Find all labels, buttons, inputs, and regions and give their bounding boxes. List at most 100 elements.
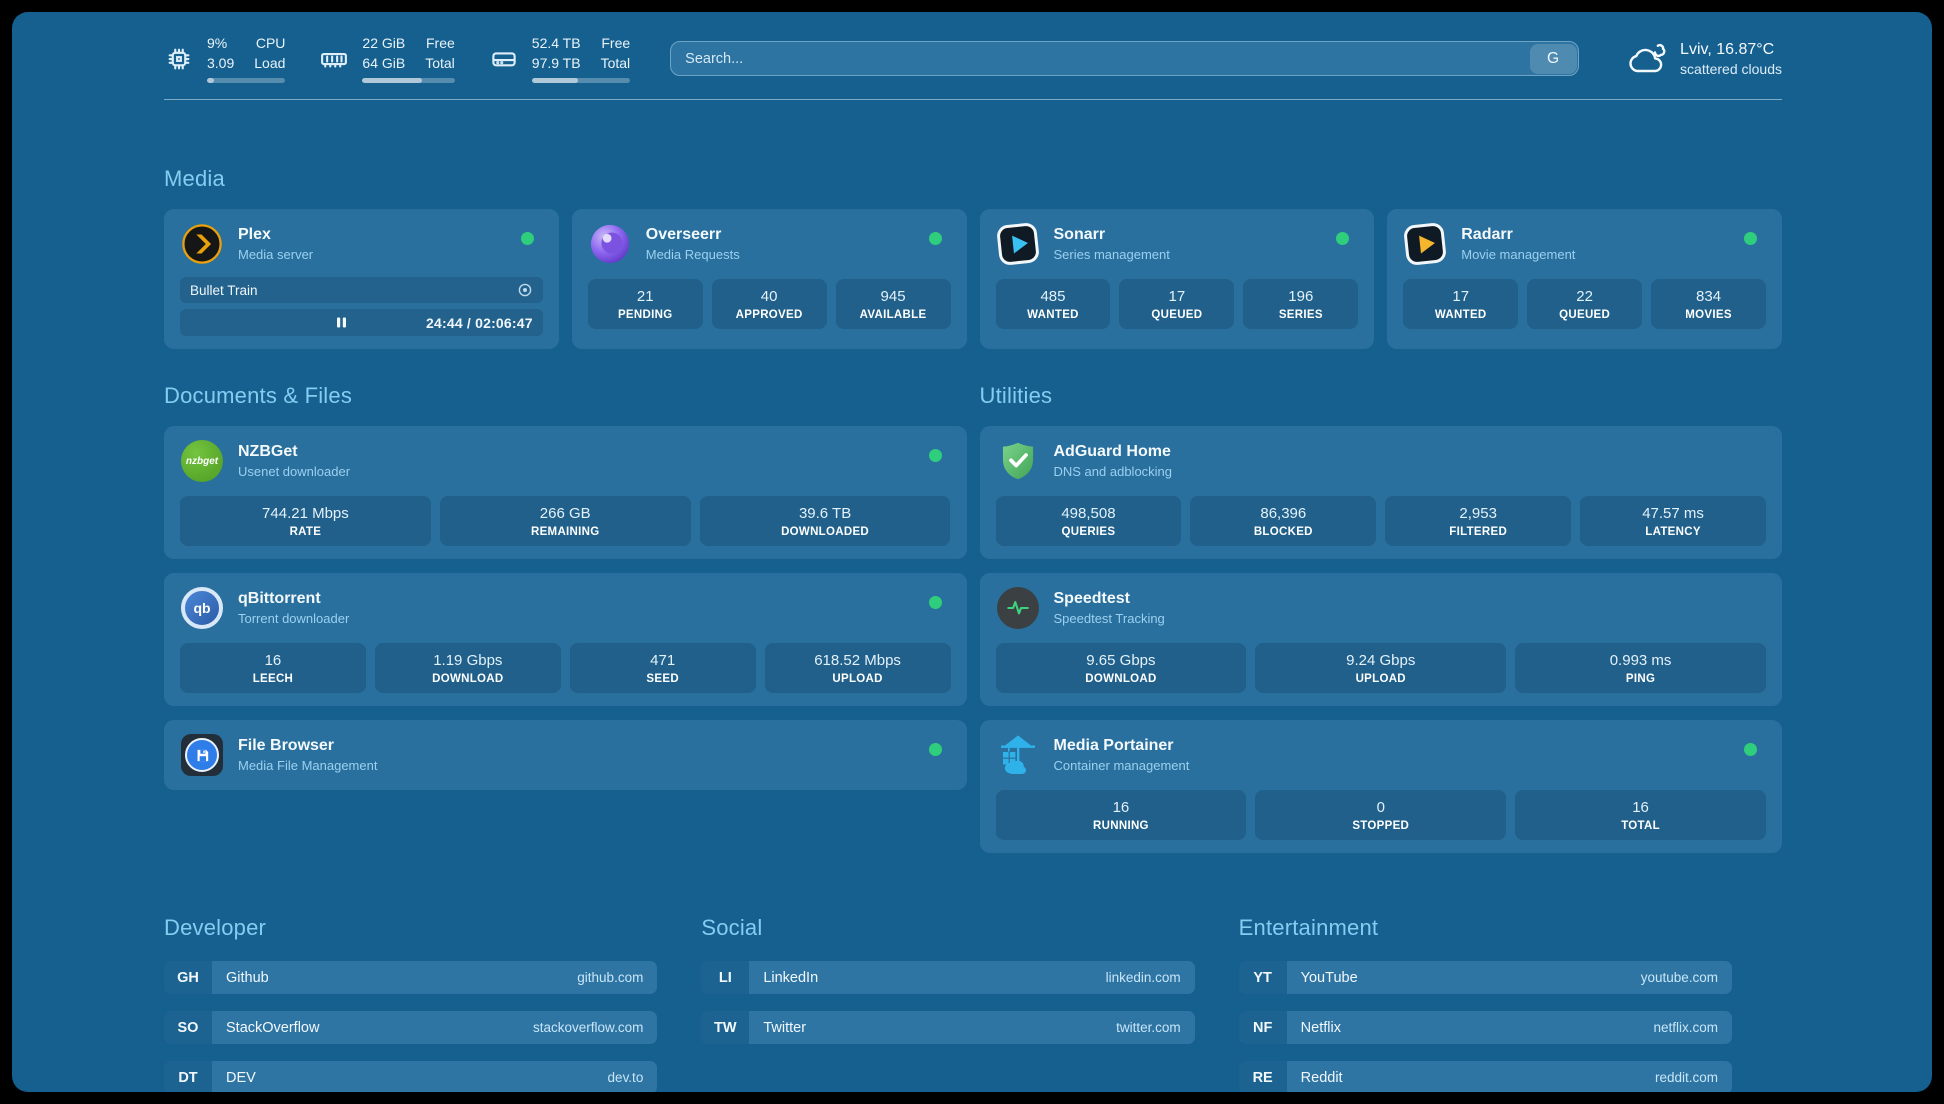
- status-online-dot: [520, 232, 534, 246]
- cpu-load-value: 3.09: [207, 54, 235, 71]
- bookmark-linkedin[interactable]: LI LinkedIn linkedin.com: [701, 961, 1195, 995]
- status-online-dot: [1744, 743, 1757, 757]
- section-title-social: Social: [701, 915, 763, 941]
- bookmark-abbr: YT: [1238, 961, 1287, 995]
- disk-icon: [492, 51, 516, 66]
- bookmark-stackoverflow[interactable]: SO StackOverflow stackoverflow.com: [164, 1011, 658, 1045]
- cpu-progress-track: [207, 78, 286, 84]
- bookmark-abbr: NF: [1238, 1011, 1287, 1045]
- stat-total: 16 TOTAL: [1515, 790, 1766, 841]
- app-description: Speedtest Tracking: [1053, 611, 1165, 627]
- bookmark-abbr: DT: [164, 1061, 212, 1092]
- bookmark-dev[interactable]: DT DEV dev.to: [164, 1061, 658, 1092]
- stat-download: 9.65 Gbps DOWNLOAD: [995, 643, 1247, 694]
- bookmark-group-social: Social LI LinkedIn linkedin.com TW Twitte…: [701, 915, 1195, 1092]
- nzbget-icon: nzbget: [180, 439, 224, 483]
- app-name: qBittorrent: [238, 590, 321, 608]
- status-online-dot: [928, 449, 942, 463]
- stat-rate: 744.21 Mbps RATE: [180, 496, 431, 547]
- card-qbittorrent[interactable]: qb qBittorrent Torrent downloader 16 LEEC…: [164, 573, 967, 707]
- card-filebrowser[interactable]: File Browser Media File Management: [164, 720, 967, 791]
- app-description: Media Requests: [645, 247, 740, 263]
- app-description: Media server: [238, 247, 314, 263]
- section-utilities: Utilities: [979, 383, 1782, 854]
- dashboard-panel: 9% 3.09 CPU Load: [12, 12, 1932, 1092]
- stat-download: 1.19 Gbps DOWNLOAD: [374, 643, 561, 694]
- cpu-usage-label: CPU: [255, 35, 286, 51]
- app-name: Sonarr: [1053, 226, 1106, 244]
- weather-widget: Lviv, 16.87°C scattered clouds: [1625, 41, 1782, 77]
- card-adguard[interactable]: AdGuard Home DNS and adblocking 498,508 Q…: [979, 426, 1782, 560]
- bookmark-domain: linkedin.com: [1105, 970, 1181, 986]
- bookmark-domain: netflix.com: [1653, 1020, 1718, 1036]
- app-description: Media File Management: [238, 758, 378, 774]
- cloud-icon: [1629, 43, 1666, 72]
- card-nzbget[interactable]: nzbget NZBGet Usenet downloader 744.21 M…: [164, 426, 967, 560]
- bookmark-domain: stackoverflow.com: [533, 1020, 644, 1036]
- search-input[interactable]: [670, 41, 1580, 77]
- card-sonarr[interactable]: Sonarr Series management 485 WANTED 17 QUE…: [979, 209, 1375, 350]
- disk-progress-fill: [531, 78, 579, 84]
- stat-wanted: 17 WANTED: [1403, 279, 1519, 330]
- ram-progress-fill: [362, 78, 423, 84]
- cpu-icon: [168, 48, 190, 70]
- bookmark-domain: reddit.com: [1654, 1070, 1718, 1086]
- app-name: Media Portainer: [1053, 737, 1174, 755]
- disk-free-value: 52.4 TB: [531, 35, 581, 51]
- ram-free-value: 22 GiB: [362, 35, 406, 51]
- sonarr-icon: [995, 222, 1040, 267]
- stat-pending: 21 PENDING: [587, 279, 703, 330]
- card-radarr[interactable]: Radarr Movie management 17 WANTED 22 QUEUE…: [1387, 209, 1782, 350]
- app-name: Overseerr: [645, 226, 722, 244]
- speedtest-icon: [996, 586, 1040, 630]
- section-media: Media Plex Media server: [164, 166, 1782, 350]
- bookmark-domain: dev.to: [607, 1070, 644, 1086]
- app-name: Speedtest: [1053, 590, 1130, 608]
- overseerr-icon: [588, 222, 632, 266]
- now-playing-title: Bullet Train: [190, 282, 258, 298]
- stat-series: 196 SERIES: [1243, 279, 1359, 330]
- bookmark-name: Reddit: [1300, 1069, 1343, 1086]
- app-description: Torrent downloader: [238, 611, 350, 627]
- portainer-icon: [996, 733, 1040, 777]
- ram-total-label: Total: [425, 54, 455, 71]
- bookmark-abbr: LI: [701, 961, 750, 995]
- stat-wanted: 485 WANTED: [995, 279, 1111, 330]
- section-title-utilities: Utilities: [979, 383, 1053, 409]
- cpu-progress-fill: [207, 78, 215, 84]
- bookmark-youtube[interactable]: YT YouTube youtube.com: [1238, 961, 1732, 995]
- status-online-dot: [928, 743, 942, 757]
- card-plex[interactable]: Plex Media server Bullet Train: [164, 209, 559, 350]
- media-view-icon[interactable]: [517, 282, 533, 298]
- bookmark-group-entertainment: Entertainment YT YouTube youtube.com NF N…: [1238, 915, 1732, 1092]
- card-speedtest[interactable]: Speedtest Speedtest Tracking 9.65 Gbps DO…: [979, 573, 1782, 707]
- bookmark-abbr: RE: [1238, 1061, 1287, 1092]
- bookmark-group-developer: Developer GH Github github.com SO StackOv…: [164, 915, 658, 1092]
- header: 9% 3.09 CPU Load: [164, 34, 1782, 84]
- section-documents-files: Documents & Files nzbget NZBGet Usenet d…: [164, 383, 967, 791]
- disk-total-value: 97.9 TB: [531, 54, 581, 71]
- bookmark-name: LinkedIn: [763, 969, 819, 986]
- bookmark-twitter[interactable]: TW Twitter twitter.com: [701, 1011, 1195, 1045]
- card-overseerr[interactable]: Overseerr Media Requests 21 PENDING 40 APP…: [571, 209, 967, 350]
- stat-upload: 618.52 Mbps UPLOAD: [764, 643, 951, 694]
- stat-queued: 22 QUEUED: [1527, 279, 1643, 330]
- disk-free-label: Free: [601, 35, 631, 51]
- stat-downloaded: 39.6 TB DOWNLOADED: [699, 496, 951, 547]
- card-portainer[interactable]: Media Portainer Container management 16 R…: [979, 720, 1782, 854]
- bookmark-reddit[interactable]: RE Reddit reddit.com: [1238, 1061, 1732, 1092]
- plex-icon: [180, 222, 224, 266]
- bookmark-name: Github: [226, 969, 269, 986]
- search-provider-button[interactable]: G: [1529, 43, 1577, 74]
- status-online-dot: [1744, 232, 1757, 246]
- cpu-load-label: Load: [254, 54, 286, 71]
- app-description: Usenet downloader: [238, 464, 351, 480]
- status-online-dot: [928, 596, 942, 610]
- bookmark-github[interactable]: GH Github github.com: [164, 961, 658, 995]
- cpu-resource-widget: 9% 3.09 CPU Load: [164, 34, 286, 84]
- bookmark-domain: youtube.com: [1640, 970, 1718, 986]
- now-playing-time: 24:44 / 02:06:47: [426, 314, 533, 331]
- pause-icon[interactable]: [335, 316, 348, 329]
- bookmark-netflix[interactable]: NF Netflix netflix.com: [1238, 1011, 1732, 1045]
- bookmark-name: YouTube: [1300, 969, 1358, 986]
